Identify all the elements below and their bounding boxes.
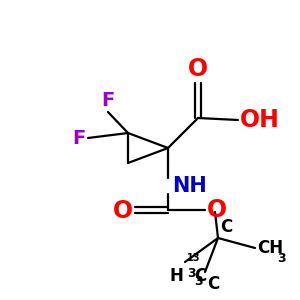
Text: O: O bbox=[113, 199, 133, 223]
Text: OH: OH bbox=[240, 108, 280, 132]
Text: 3: 3 bbox=[277, 252, 286, 265]
Text: O: O bbox=[207, 198, 227, 222]
Text: 3: 3 bbox=[194, 275, 203, 288]
Text: O: O bbox=[188, 57, 208, 81]
Text: F: F bbox=[73, 128, 86, 148]
Text: C: C bbox=[220, 218, 232, 236]
Text: C: C bbox=[194, 267, 206, 285]
Text: CH: CH bbox=[257, 239, 283, 257]
Text: C: C bbox=[207, 275, 219, 293]
Text: NH: NH bbox=[172, 176, 207, 196]
Text: H: H bbox=[169, 267, 183, 285]
Text: 13: 13 bbox=[187, 253, 200, 263]
Text: 3: 3 bbox=[187, 267, 196, 280]
Text: F: F bbox=[101, 91, 115, 110]
